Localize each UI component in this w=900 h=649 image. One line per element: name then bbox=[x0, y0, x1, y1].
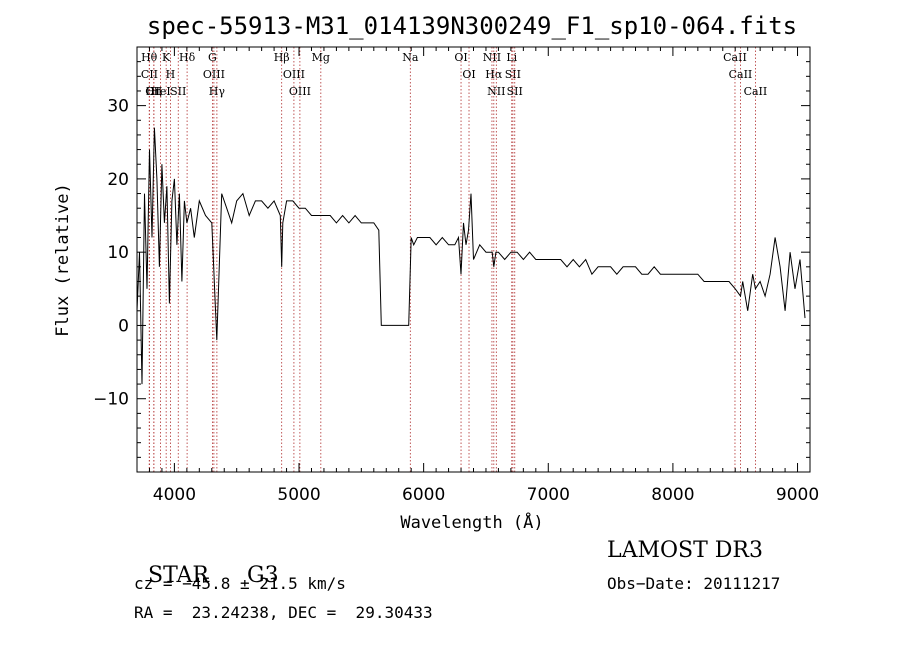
line-label: Li bbox=[506, 51, 517, 64]
x-tick-label: 6000 bbox=[402, 485, 445, 505]
radec-label: RA = 23.24238, DEC = 29.30433 bbox=[134, 603, 433, 622]
line-label: OIII bbox=[289, 85, 311, 98]
line-label: CaII bbox=[744, 85, 768, 98]
y-tick-label: −10 bbox=[93, 390, 129, 410]
line-label: SII bbox=[507, 85, 523, 98]
line-label: NII bbox=[487, 85, 505, 98]
x-tick-label: 7000 bbox=[527, 485, 570, 505]
line-label: Hγ bbox=[209, 85, 226, 98]
line-label: OIII bbox=[203, 68, 225, 81]
y-tick-label: 0 bbox=[118, 316, 129, 336]
class-label: STAR bbox=[148, 563, 209, 588]
y-tick-label: 30 bbox=[107, 97, 129, 117]
line-label: CaII bbox=[723, 51, 747, 64]
line-label: Na bbox=[402, 51, 419, 64]
obs-date-label: Obs−Date: 20111217 bbox=[607, 574, 781, 593]
cz-label: cz = −45.8 ± 21.5 km/s bbox=[134, 574, 346, 593]
x-axis-label: Wavelength (Å) bbox=[400, 511, 543, 533]
line-label: G bbox=[208, 51, 217, 64]
line-label: Hβ bbox=[274, 51, 290, 64]
line-label: Hα bbox=[485, 68, 503, 81]
line-label: SII bbox=[505, 68, 521, 81]
x-tick-label: 5000 bbox=[277, 485, 320, 505]
y-tick-label: 10 bbox=[107, 243, 129, 263]
chart-title: spec-55913-M31_014139N300249_F1_sp10-064… bbox=[147, 12, 797, 40]
line-label: Hδ bbox=[179, 51, 196, 64]
x-tick-label: 4000 bbox=[153, 485, 196, 505]
line-label: Hη bbox=[146, 85, 162, 98]
line-label: NII bbox=[483, 51, 501, 64]
y-tick-label: 20 bbox=[107, 170, 129, 190]
line-label: K bbox=[162, 51, 171, 64]
line-label: Mg bbox=[312, 51, 330, 64]
line-label: OI bbox=[462, 68, 475, 81]
line-label: SII bbox=[170, 85, 186, 98]
line-label: CII bbox=[145, 85, 162, 98]
x-tick-label: 9000 bbox=[776, 485, 819, 505]
spectrum-line bbox=[136, 127, 806, 385]
axis-ticks: 4000 5000 6000 7000 8000 9000 −10 0 10 20 30 bbox=[93, 47, 819, 505]
line-label: HeI bbox=[150, 85, 170, 98]
object-class: STAR G3 bbox=[134, 538, 279, 588]
spectrum-series bbox=[136, 127, 806, 385]
subclass-label: G3 bbox=[247, 563, 279, 588]
line-label: OI bbox=[454, 51, 467, 64]
line-label: CaII bbox=[729, 68, 753, 81]
line-label: OIII bbox=[283, 68, 305, 81]
y-axis-label: Flux (relative) bbox=[53, 183, 73, 337]
x-tick-label: 8000 bbox=[651, 485, 694, 505]
line-label: H bbox=[166, 68, 176, 81]
survey-label: LAMOST DR3 bbox=[607, 538, 763, 563]
line-label: CII bbox=[141, 68, 158, 81]
